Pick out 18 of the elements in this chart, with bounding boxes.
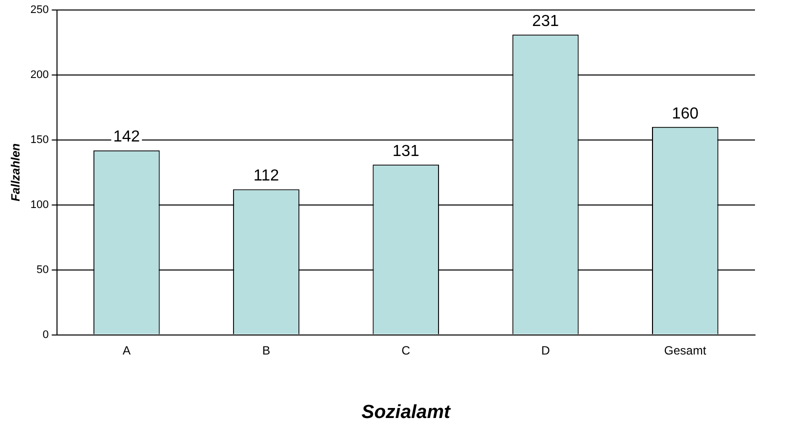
data-label: 112 — [253, 168, 280, 185]
x-tick-label: D — [541, 343, 550, 358]
data-label: 231 — [532, 13, 559, 30]
y-tick-label: 100 — [30, 198, 49, 211]
y-tick-label: 250 — [30, 4, 49, 16]
data-label: 131 — [392, 143, 420, 160]
x-tick-label: Gesamt — [664, 343, 707, 358]
x-tick-label: C — [402, 343, 411, 358]
x-axis-title: Sozialamt — [362, 402, 451, 423]
y-tick-label: 50 — [36, 264, 49, 276]
data-label: 142 — [113, 128, 140, 146]
y-tick-label: 0 — [42, 328, 49, 341]
x-tick-label: B — [262, 343, 270, 358]
y-axis-title: Fallzahlen — [8, 143, 23, 202]
data-label: 160 — [672, 105, 699, 122]
y-tick-label: 200 — [30, 68, 49, 81]
y-tick-label: 150 — [30, 134, 49, 146]
x-tick-label: A — [122, 343, 131, 358]
